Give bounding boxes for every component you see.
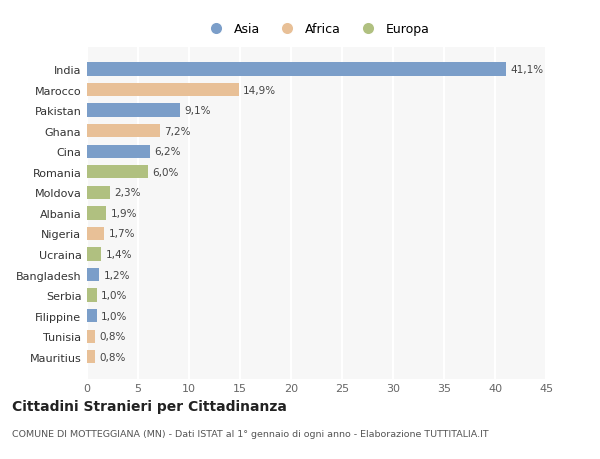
- Text: 9,1%: 9,1%: [184, 106, 211, 116]
- Bar: [87, 330, 95, 343]
- Bar: [87, 269, 99, 282]
- Bar: [87, 104, 180, 118]
- Bar: [87, 248, 101, 261]
- Bar: [87, 207, 106, 220]
- Bar: [87, 84, 239, 97]
- Bar: [87, 166, 148, 179]
- Bar: [87, 289, 97, 302]
- Text: 6,0%: 6,0%: [152, 168, 179, 178]
- Text: 6,2%: 6,2%: [154, 147, 181, 157]
- Text: 14,9%: 14,9%: [243, 85, 276, 95]
- Text: Cittadini Stranieri per Cittadinanza: Cittadini Stranieri per Cittadinanza: [12, 399, 287, 413]
- Text: 2,3%: 2,3%: [115, 188, 141, 198]
- Bar: [87, 63, 506, 77]
- Text: 1,0%: 1,0%: [101, 291, 128, 301]
- Text: 0,8%: 0,8%: [99, 331, 125, 341]
- Text: 1,9%: 1,9%: [110, 208, 137, 218]
- Legend: Asia, Africa, Europa: Asia, Africa, Europa: [199, 18, 434, 41]
- Text: 7,2%: 7,2%: [164, 126, 191, 136]
- Text: COMUNE DI MOTTEGGIANA (MN) - Dati ISTAT al 1° gennaio di ogni anno - Elaborazion: COMUNE DI MOTTEGGIANA (MN) - Dati ISTAT …: [12, 429, 488, 438]
- Bar: [87, 350, 95, 364]
- Bar: [87, 227, 104, 241]
- Text: 1,0%: 1,0%: [101, 311, 128, 321]
- Text: 1,7%: 1,7%: [109, 229, 135, 239]
- Text: 1,4%: 1,4%: [106, 249, 132, 259]
- Text: 41,1%: 41,1%: [511, 65, 544, 75]
- Text: 1,2%: 1,2%: [103, 270, 130, 280]
- Bar: [87, 186, 110, 200]
- Bar: [87, 145, 150, 158]
- Bar: [87, 125, 160, 138]
- Bar: [87, 309, 97, 323]
- Text: 0,8%: 0,8%: [99, 352, 125, 362]
